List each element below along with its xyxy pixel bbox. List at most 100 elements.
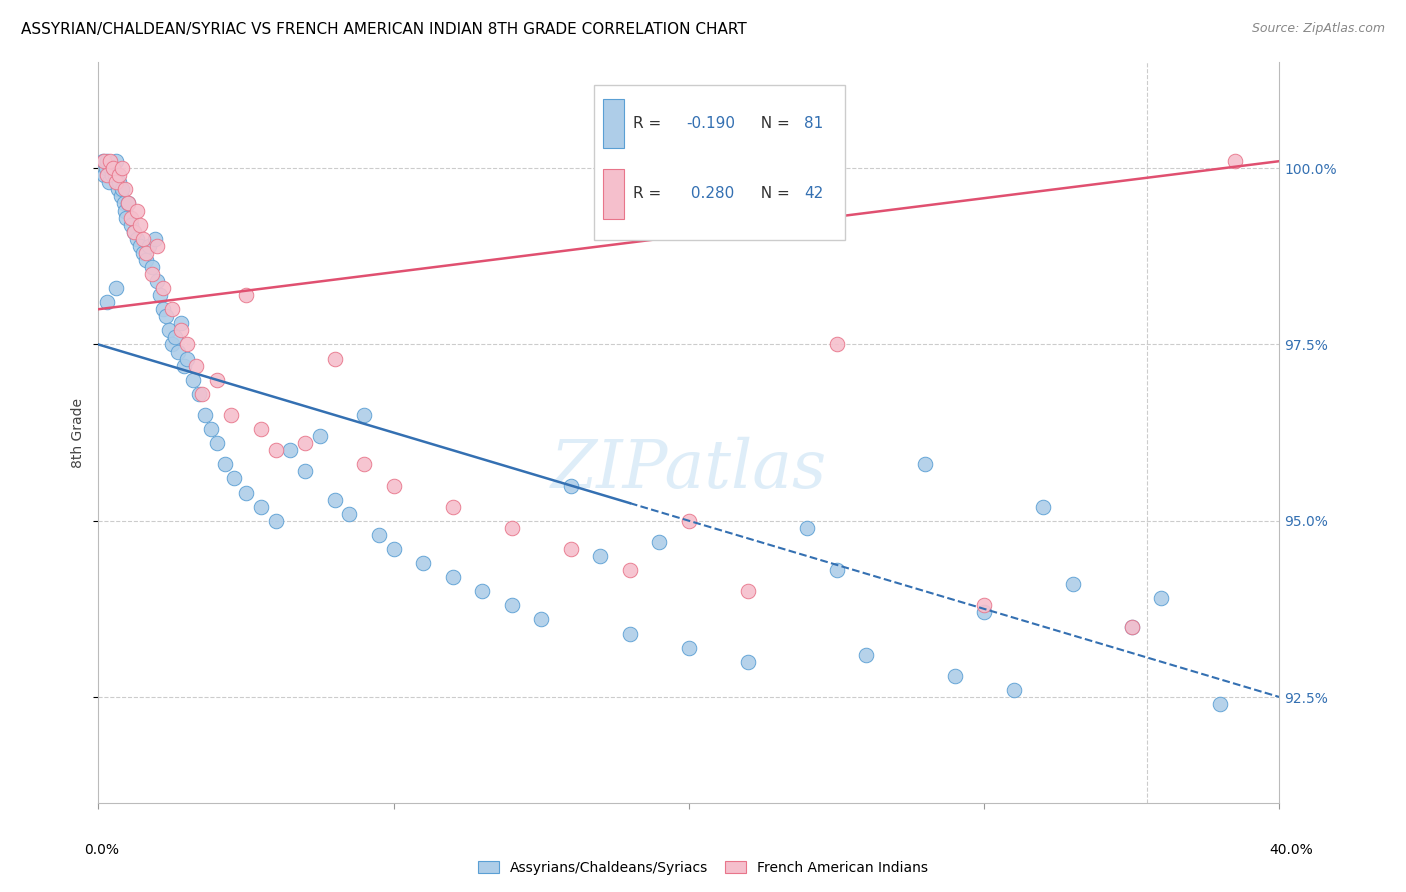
Point [120,218,142,232]
Point [105,154,128,169]
Point [96,295,118,310]
Point [323,492,346,507]
Point [93,154,115,169]
Point [309,429,332,443]
Point [173,359,195,373]
Point [176,351,198,366]
Point [114,182,136,196]
Point [184,359,207,373]
Text: 40.0%: 40.0% [1268,843,1313,857]
Point [146,274,169,288]
Point [149,288,172,302]
Point [973,606,995,620]
Point [943,669,966,683]
Point [120,211,142,225]
Point [368,528,391,542]
Point [619,626,641,640]
Text: N =: N = [751,116,794,131]
Point [353,458,375,472]
Point [141,260,163,274]
Point [973,599,995,613]
Point [117,196,139,211]
Legend: Assyrians/Chaldeans/Syriacs, French American Indians: Assyrians/Chaldeans/Syriacs, French Amer… [472,855,934,880]
Point [235,288,257,302]
Point [122,225,145,239]
Point [125,232,148,246]
Point [825,337,848,351]
Text: 42: 42 [804,186,824,202]
Point [98,154,121,169]
Point [114,203,136,218]
Point [93,168,115,182]
Point [167,344,190,359]
Point [589,549,612,563]
Point [125,203,148,218]
Point [170,323,193,337]
Point [1121,619,1143,633]
Point [200,422,222,436]
Point [1002,683,1025,698]
Text: R =: R = [633,116,666,131]
Text: 81: 81 [804,116,824,131]
Point [111,161,134,176]
Point [339,507,361,521]
Point [1209,697,1232,711]
Point [737,584,759,599]
Point [250,500,273,514]
Text: 0.0%: 0.0% [84,843,118,857]
Point [1150,591,1173,606]
Point [471,584,494,599]
Point [914,458,936,472]
Point [737,655,759,669]
Point [250,422,273,436]
Point [112,196,135,211]
Point [264,443,287,458]
Point [235,485,257,500]
Text: ASSYRIAN/CHALDEAN/SYRIAC VS FRENCH AMERICAN INDIAN 8TH GRADE CORRELATION CHART: ASSYRIAN/CHALDEAN/SYRIAC VS FRENCH AMERI… [21,22,747,37]
Text: R =: R = [633,186,666,202]
Point [122,225,145,239]
Point [280,443,302,458]
Point [110,189,132,203]
Point [162,337,183,351]
Point [1032,500,1054,514]
Point [96,168,118,182]
Point [678,514,700,528]
Point [165,330,187,344]
Bar [603,169,624,219]
Point [96,154,118,169]
Point [128,218,150,232]
Point [1225,154,1247,169]
Point [132,232,155,246]
Point [1062,577,1084,591]
Bar [603,99,624,148]
Point [105,281,128,295]
Point [501,521,523,535]
Point [214,458,236,472]
Point [560,478,582,492]
Point [111,182,134,196]
Text: -0.190: -0.190 [686,116,735,131]
Bar [595,85,845,240]
Point [94,161,117,176]
Point [135,252,157,267]
Text: 0.280: 0.280 [686,186,734,202]
Point [855,648,877,662]
Point [176,337,198,351]
Y-axis label: 8th Grade: 8th Grade [72,398,86,467]
Point [441,570,464,584]
Point [152,302,174,317]
Point [382,478,405,492]
Point [353,408,375,422]
Point [678,640,700,655]
Point [97,175,120,189]
Point [530,612,553,626]
Point [107,182,129,196]
Point [152,281,174,295]
Point [117,196,139,211]
Point [560,541,582,556]
Point [170,316,193,330]
Point [1121,619,1143,633]
Point [441,500,464,514]
Point [412,556,434,570]
